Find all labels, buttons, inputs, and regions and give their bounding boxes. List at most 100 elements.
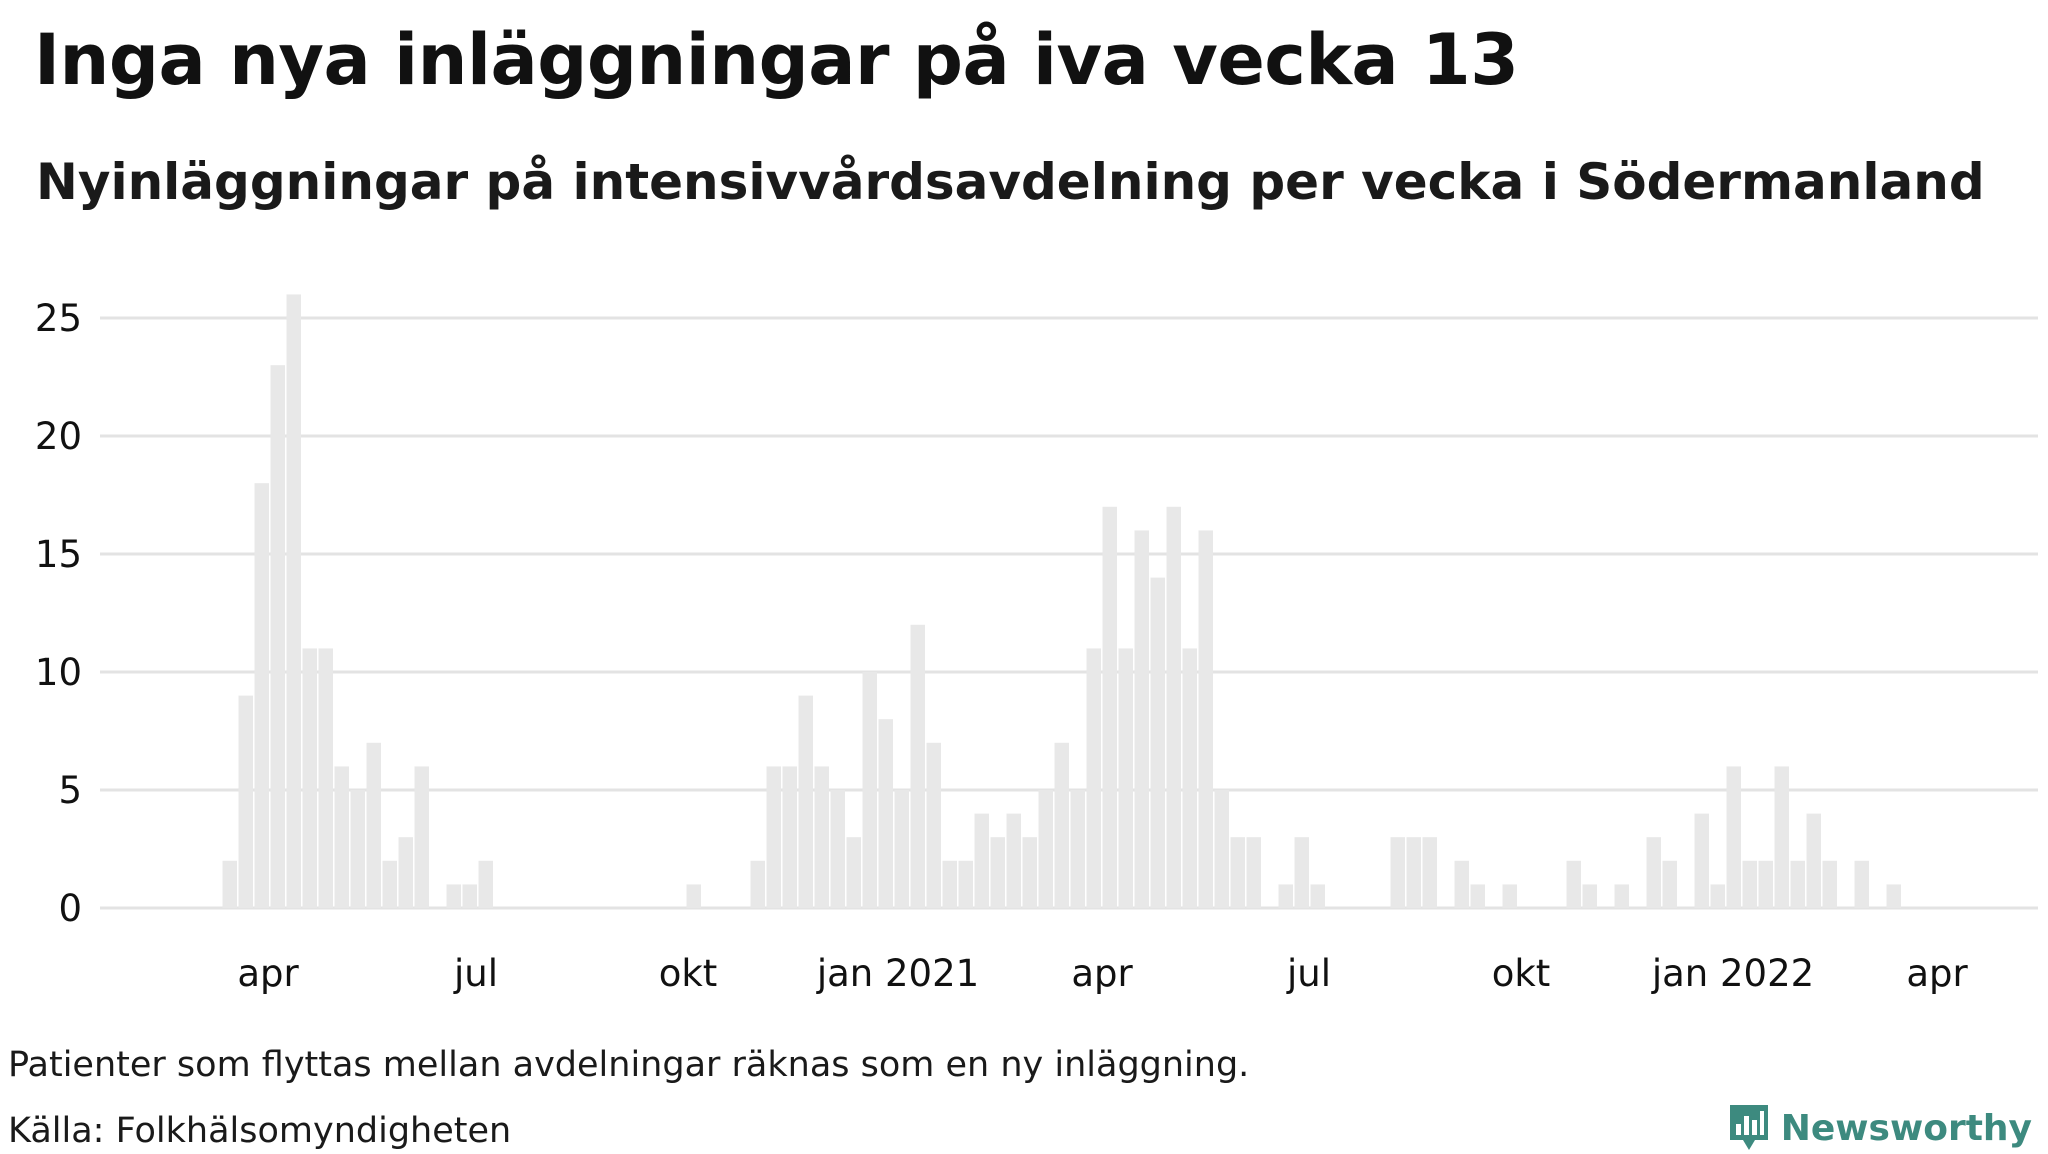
bar (766, 766, 781, 908)
bar (1694, 813, 1709, 908)
bar (974, 813, 989, 908)
bar (686, 884, 701, 908)
bar (1006, 813, 1021, 908)
footnote: Patienter som flyttas mellan avdelningar… (8, 1045, 1250, 1085)
bar (798, 695, 813, 908)
bar (1614, 884, 1629, 908)
bar (1230, 837, 1245, 908)
y-tick-label: 5 (58, 769, 82, 812)
bar (366, 742, 381, 908)
bar (910, 624, 925, 908)
y-tick-label: 20 (35, 415, 82, 458)
bar (1022, 837, 1037, 908)
bar (222, 860, 237, 908)
bar (1102, 506, 1117, 908)
bar (334, 766, 349, 908)
bar (1246, 837, 1261, 908)
bar (958, 860, 973, 908)
bar (1294, 837, 1309, 908)
bar (1470, 884, 1485, 908)
bar (942, 860, 957, 908)
bar (878, 719, 893, 908)
y-tick-label: 0 (58, 887, 82, 930)
bar (302, 648, 317, 908)
bar (894, 790, 909, 908)
x-tick-label: jan 2022 (1651, 952, 1814, 995)
y-tick-label: 10 (35, 651, 82, 694)
brand-name: Newsworthy (1780, 1107, 2032, 1149)
bar (286, 294, 301, 908)
bar (862, 672, 877, 908)
chart-subtitle: Nyinläggningar på intensivvårdsavdelning… (36, 153, 1985, 211)
bar (238, 695, 253, 908)
bar (1166, 506, 1181, 908)
bar-chart-pin-icon (1729, 1105, 1768, 1150)
bar (1822, 860, 1837, 908)
bar (990, 837, 1005, 908)
x-axis-ticks: apr jul okt jan 2021 apr jul okt jan 2022 apr (237, 952, 1968, 995)
bar (1710, 884, 1725, 908)
bar (1422, 837, 1437, 908)
bar (1758, 860, 1773, 908)
bar (1742, 860, 1757, 908)
bar (414, 766, 429, 908)
bar (1886, 884, 1901, 908)
bar (1806, 813, 1821, 908)
bar (1086, 648, 1101, 908)
bars (222, 294, 1901, 908)
brand-logo: Newsworthy (1727, 1102, 2032, 1154)
x-tick-label: okt (1492, 952, 1551, 995)
bar (318, 648, 333, 908)
x-tick-label: okt (659, 952, 718, 995)
bar (1150, 577, 1165, 908)
bar (1726, 766, 1741, 908)
bar (1310, 884, 1325, 908)
bar (1502, 884, 1517, 908)
bar (1118, 648, 1133, 908)
chart-title: Inga nya inläggningar på iva vecka 13 (34, 19, 1519, 101)
y-tick-label: 25 (35, 297, 82, 340)
bar (1134, 530, 1149, 908)
bar (1214, 790, 1229, 908)
x-tick-label: jul (453, 952, 498, 995)
bar (1198, 530, 1213, 908)
x-tick-label: apr (1071, 952, 1133, 995)
bar (382, 860, 397, 908)
x-tick-label: apr (237, 952, 299, 995)
x-tick-label: jan 2021 (816, 952, 979, 995)
bar (1390, 837, 1405, 908)
x-tick-label: apr (1906, 952, 1968, 995)
bar (750, 860, 765, 908)
bar (1582, 884, 1597, 908)
bar (830, 790, 845, 908)
bar (1038, 790, 1053, 908)
bar (1278, 884, 1293, 908)
bar (1854, 860, 1869, 908)
bar (846, 837, 861, 908)
bar (254, 483, 269, 908)
bar (1454, 860, 1469, 908)
bar (398, 837, 413, 908)
y-tick-label: 15 (35, 533, 82, 576)
source-credit: Källa: Folkhälsomyndigheten (8, 1111, 512, 1151)
bar-chart: 0 5 10 15 20 25 apr jul okt jan 2021 apr jul okt jan… (35, 294, 2038, 995)
y-axis-ticks: 0 5 10 15 20 25 (35, 297, 82, 930)
bar (1070, 790, 1085, 908)
bar (1182, 648, 1197, 908)
bar (350, 790, 365, 908)
bar (814, 766, 829, 908)
bar (270, 365, 285, 908)
bar (478, 860, 493, 908)
bar (462, 884, 477, 908)
bar (1662, 860, 1677, 908)
bar (1790, 860, 1805, 908)
bar (1566, 860, 1581, 908)
bar (1646, 837, 1661, 908)
bar (1406, 837, 1421, 908)
bar (1774, 766, 1789, 908)
x-tick-label: jul (1286, 952, 1331, 995)
bar (446, 884, 461, 908)
bar (782, 766, 797, 908)
bar (926, 742, 941, 908)
bar (1054, 742, 1069, 908)
